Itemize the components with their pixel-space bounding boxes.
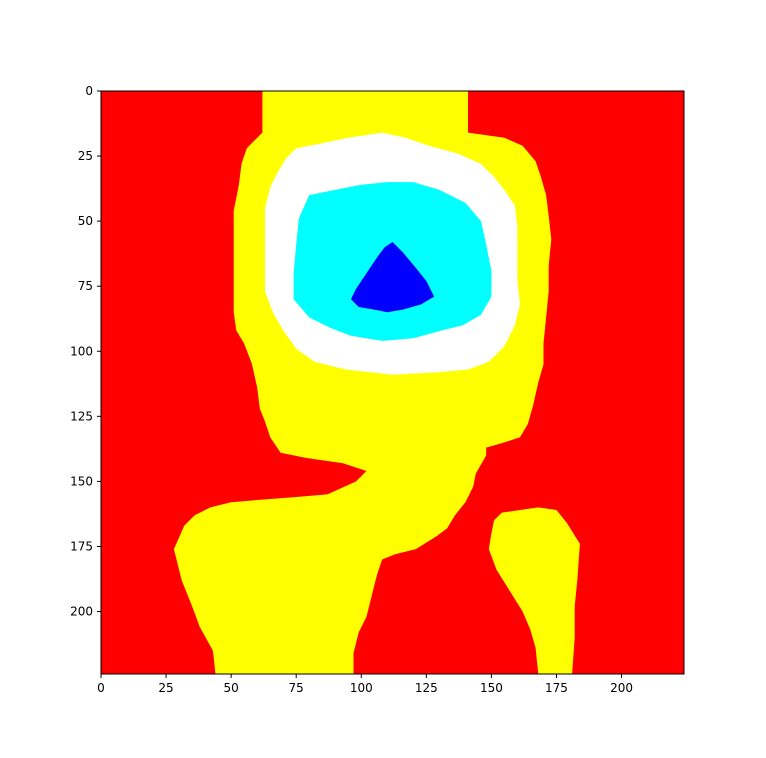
x-tick-label: 0 xyxy=(97,681,105,695)
x-tick-label: 175 xyxy=(545,681,568,695)
x-tick-label: 75 xyxy=(289,681,304,695)
y-tick-label: 200 xyxy=(70,605,93,619)
x-tick-label: 50 xyxy=(223,681,238,695)
y-tick-label: 50 xyxy=(78,214,93,228)
y-tick-label: 150 xyxy=(70,474,93,488)
y-tick-label: 125 xyxy=(70,409,93,423)
y-tick-label: 0 xyxy=(85,84,93,98)
x-tick-label: 25 xyxy=(158,681,173,695)
x-tick-label: 200 xyxy=(610,681,633,695)
heatmap-region-level-4-4 xyxy=(350,242,435,313)
y-tick-label: 25 xyxy=(78,149,93,163)
x-tick-label: 125 xyxy=(415,681,438,695)
y-tick-label: 175 xyxy=(70,539,93,553)
x-tick-label: 100 xyxy=(350,681,373,695)
axes-frame xyxy=(100,90,685,675)
y-axis: 0 25 50 75 100 125 150 175 200 xyxy=(70,84,101,619)
x-axis: 0 25 50 75 100 125 150 175 200 xyxy=(97,674,633,695)
y-tick-label: 100 xyxy=(70,344,93,358)
plot-area xyxy=(101,91,684,674)
heatmap-region-level-1-1 xyxy=(488,507,580,674)
x-tick-label: 150 xyxy=(480,681,503,695)
y-tick-label: 75 xyxy=(78,279,93,293)
